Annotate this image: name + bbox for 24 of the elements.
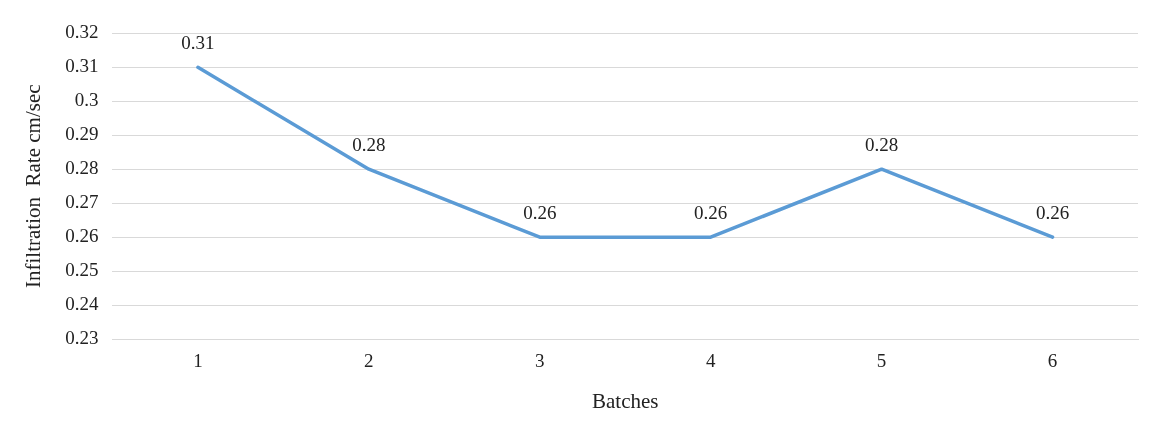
data-label: 0.26 bbox=[694, 201, 728, 223]
x-tick-label: 3 bbox=[535, 350, 545, 372]
data-label: 0.28 bbox=[864, 133, 899, 155]
x-axis-title: Batches bbox=[591, 388, 659, 413]
y-tick-label: 0.29 bbox=[65, 123, 99, 145]
data-label: 0.31 bbox=[181, 31, 215, 53]
y-tick-label: 0.3 bbox=[74, 89, 99, 111]
y-tick-label: 0.23 bbox=[65, 326, 99, 348]
y-tick-label: 0.26 bbox=[65, 225, 99, 247]
x-tick-label: 4 bbox=[705, 350, 716, 372]
y-tick-label: 0.31 bbox=[65, 55, 99, 77]
y-axis-title: Infiltration Rate cm/sec bbox=[21, 84, 46, 288]
y-tick-label: 0.28 bbox=[65, 157, 99, 179]
y-tick-label: 0.27 bbox=[65, 191, 99, 213]
y-tick-label: 0.32 bbox=[65, 21, 99, 43]
x-tick-label: 2 bbox=[364, 350, 374, 372]
data-label: 0.26 bbox=[1035, 201, 1070, 223]
x-tick-label: 5 bbox=[876, 350, 887, 372]
y-tick-label: 0.25 bbox=[65, 259, 99, 281]
x-tick-label: 1 bbox=[193, 350, 203, 372]
data-label: 0.28 bbox=[352, 133, 386, 155]
x-tick-label: 6 bbox=[1047, 350, 1058, 372]
data-label: 0.26 bbox=[523, 201, 557, 223]
y-tick-label: 0.24 bbox=[65, 293, 99, 315]
